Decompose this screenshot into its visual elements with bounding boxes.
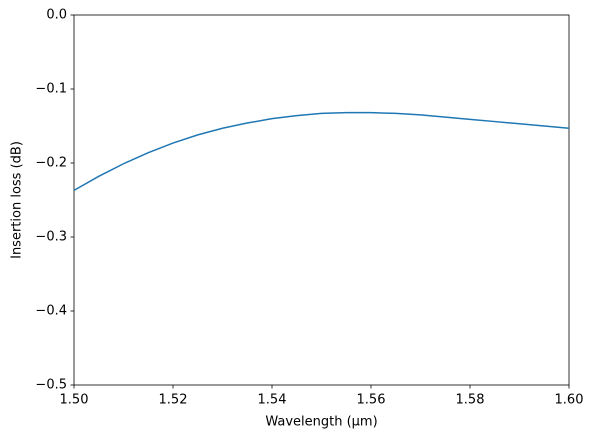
y-tick-label: −0.3 [35, 230, 67, 245]
y-tick-label: −0.4 [35, 304, 67, 319]
x-tick-label: 1.60 [555, 393, 584, 408]
x-tick-label: 1.50 [60, 393, 89, 408]
y-tick-label: 0.0 [46, 8, 67, 23]
x-tick-label: 1.58 [456, 393, 485, 408]
data-line [73, 111, 570, 192]
plot-frame [73, 14, 570, 386]
y-tick-label: −0.1 [35, 82, 67, 97]
y-axis-label: Insertion loss (dB) [10, 141, 25, 259]
x-tick-label: 1.56 [357, 393, 386, 408]
x-tick-label: 1.52 [159, 393, 188, 408]
y-tick-label: −0.5 [35, 378, 67, 393]
x-tick-label: 1.54 [258, 393, 287, 408]
x-axis-label: Wavelength (μm) [265, 415, 377, 430]
y-tick-label: −0.2 [35, 156, 67, 171]
